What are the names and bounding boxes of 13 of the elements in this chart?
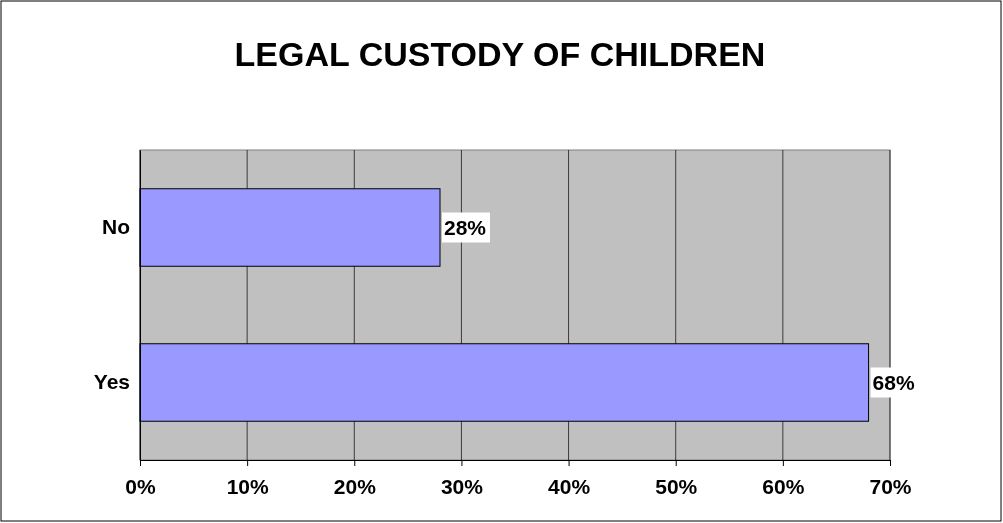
x-tick-label: 40% [548,475,591,499]
x-tick-label: 20% [333,475,377,499]
y-tick-label: Yes [93,370,130,394]
data-label: 68% [872,370,915,394]
x-tick-label: 60% [762,475,805,499]
x-tick-label: 70% [869,475,912,499]
x-tick-label: 50% [655,475,698,499]
x-tick-label: 0% [125,475,156,499]
x-tick-label: 10% [226,475,269,499]
y-tick-label: No [102,215,130,239]
x-tick-label: 30% [440,475,484,499]
data-label: 28% [444,215,487,239]
chart-title: LEGAL CUSTODY OF CHILDREN [234,35,766,73]
